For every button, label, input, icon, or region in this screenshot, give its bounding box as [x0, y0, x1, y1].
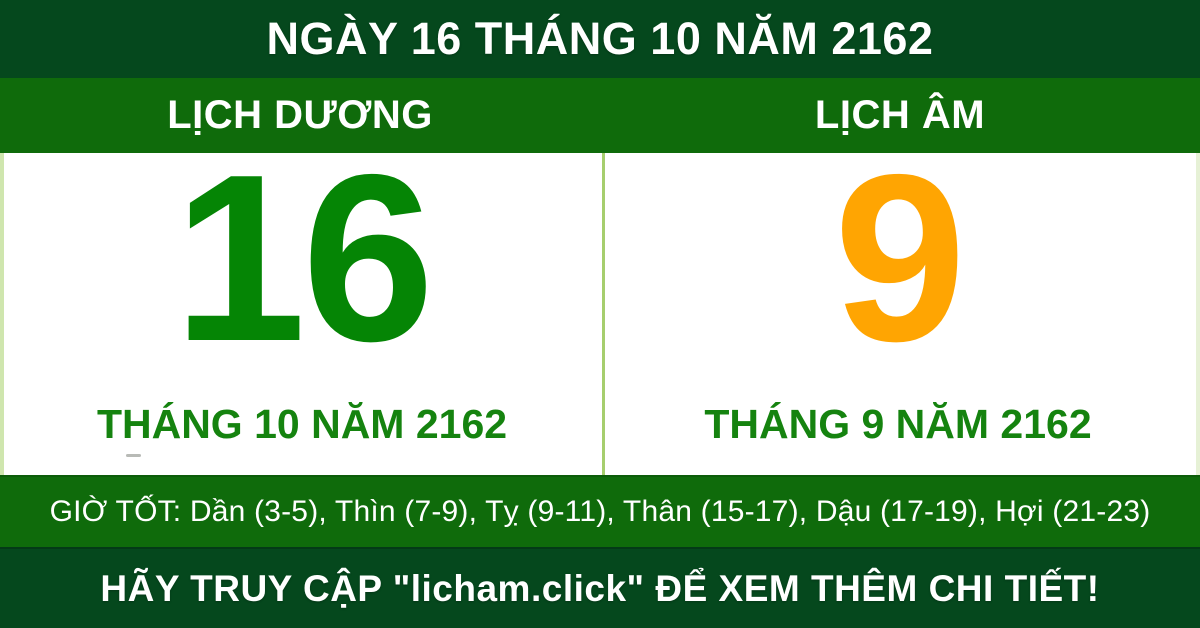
good-hours-bar: GIỜ TỐT: Dần (3-5), Thìn (7-9), Tỵ (9-11…: [0, 475, 1200, 547]
calendar-panel: 16 THÁNG 10 NĂM 2162 9 THÁNG 9 NĂM 2162: [0, 126, 1200, 475]
stray-dash-mark: [126, 454, 141, 457]
column-divider: [602, 153, 605, 475]
solar-calendar-label: LỊCH DƯƠNG: [167, 93, 433, 137]
lunar-day-number: 9: [833, 126, 966, 391]
lunar-month-year: THÁNG 9 NĂM 2162: [704, 401, 1092, 447]
lunar-calendar-label: LỊCH ÂM: [814, 93, 986, 137]
good-hours-text: GIỜ TỐT: Dần (3-5), Thìn (7-9), Tỵ (9-11…: [49, 495, 1151, 528]
lunar-header-cell: LỊCH ÂM: [600, 78, 1200, 153]
top-title-bar: NGÀY 16 THÁNG 10 NĂM 2162: [0, 0, 1200, 78]
solar-header-cell: LỊCH DƯƠNG: [0, 78, 600, 153]
calendar-type-header: LỊCH DƯƠNG LỊCH ÂM: [0, 78, 1200, 153]
page-title: NGÀY 16 THÁNG 10 NĂM 2162: [266, 13, 934, 64]
footer-cta-text: HÃY TRUY CẬP "licham.click" ĐỂ XEM THÊM …: [100, 567, 1100, 609]
lunar-day-section: 9 THÁNG 9 NĂM 2162: [600, 126, 1196, 475]
solar-day-number: 16: [173, 126, 435, 391]
solar-day-section: 16 THÁNG 10 NĂM 2162: [4, 126, 600, 475]
solar-month-year: THÁNG 10 NĂM 2162: [96, 401, 508, 447]
footer-cta-bar: HÃY TRUY CẬP "licham.click" ĐỂ XEM THÊM …: [0, 547, 1200, 628]
